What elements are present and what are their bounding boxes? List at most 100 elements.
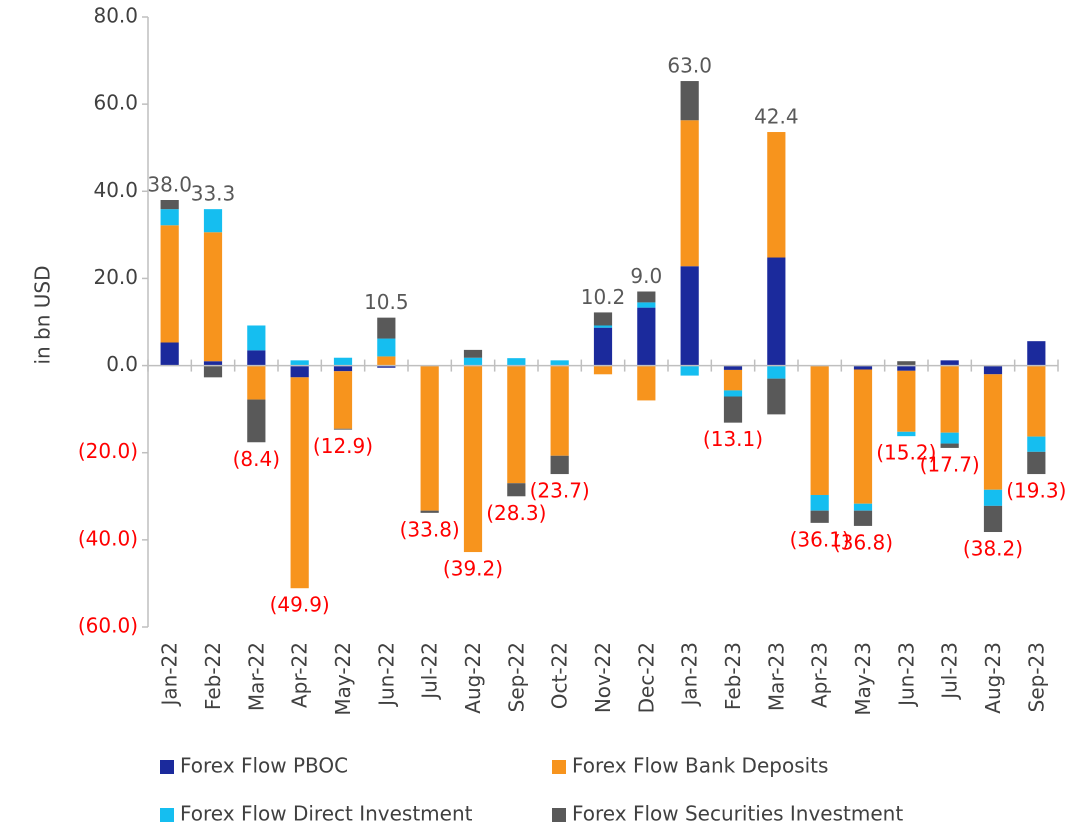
total-label: (36.8) xyxy=(833,530,893,554)
bar-segment xyxy=(723,365,743,370)
total-label: (8.4) xyxy=(233,447,280,471)
bar-segment xyxy=(853,510,873,526)
total-label: 38.0 xyxy=(147,173,192,197)
bar-segment xyxy=(593,327,613,366)
total-label: (23.7) xyxy=(530,479,590,503)
x-tick-label: Sep-22 xyxy=(504,642,528,712)
bar-segment xyxy=(637,365,656,401)
x-tick-label: Mar-23 xyxy=(764,642,788,711)
bar-segment xyxy=(983,365,1003,375)
y-tick-label: 80.0 xyxy=(93,4,138,28)
bar-segment xyxy=(203,365,223,378)
bar-segment xyxy=(767,132,786,258)
total-label: (49.9) xyxy=(270,593,330,617)
bar-segment xyxy=(767,257,786,366)
bar-segment xyxy=(637,291,656,303)
bar-segment xyxy=(1027,365,1046,437)
legend-swatch xyxy=(160,808,174,822)
bar-segment xyxy=(160,342,179,366)
total-label: (17.7) xyxy=(920,452,980,476)
x-tick-label: Feb-23 xyxy=(721,642,745,710)
legend-swatch xyxy=(160,760,174,774)
bar-segment xyxy=(550,455,569,475)
total-label: 9.0 xyxy=(630,264,662,288)
bar-segment xyxy=(507,366,526,484)
x-tick-label: Feb-22 xyxy=(201,642,225,710)
total-label: (19.3) xyxy=(1006,479,1066,503)
bar-segment xyxy=(593,325,613,328)
x-tick-label: Aug-23 xyxy=(981,642,1005,714)
y-tick-label: (40.0) xyxy=(78,526,138,550)
x-tick-label: Apr-23 xyxy=(808,642,832,708)
x-tick-label: Oct-22 xyxy=(548,642,572,709)
bar-segment xyxy=(810,365,829,495)
bar-segment xyxy=(377,338,396,357)
bar-segment xyxy=(680,120,699,267)
x-tick-label: Apr-22 xyxy=(288,642,312,708)
bar-segment xyxy=(290,365,309,378)
bar-segment xyxy=(550,360,569,366)
bar-segment xyxy=(593,365,613,375)
bar-segment xyxy=(680,81,699,121)
bar-segment xyxy=(377,317,396,339)
bar-segment xyxy=(897,361,916,366)
legend-label: Forex Flow Bank Deposits xyxy=(572,754,828,778)
bar-segment xyxy=(160,200,179,210)
x-tick-label: Mar-22 xyxy=(244,642,268,711)
y-tick-label: 0.0 xyxy=(106,352,138,376)
y-tick-label: 60.0 xyxy=(93,91,138,115)
bar-segment xyxy=(333,357,353,366)
bar-segment xyxy=(247,365,266,400)
bar-segment xyxy=(680,365,699,376)
x-tick-label: Jun-22 xyxy=(374,642,398,708)
bar-segment xyxy=(940,432,959,444)
bar-segment xyxy=(983,505,1003,533)
bar-segment xyxy=(463,365,483,553)
total-label: (33.8) xyxy=(400,517,460,541)
bar-segment xyxy=(247,399,266,443)
bar-segment xyxy=(333,365,353,372)
x-tick-label: May-22 xyxy=(331,642,355,716)
bar-segment xyxy=(377,356,396,366)
y-tick-label: 40.0 xyxy=(93,178,138,202)
bar-segment xyxy=(463,349,483,358)
x-tick-label: Jul-22 xyxy=(418,642,442,701)
bar-segment xyxy=(550,365,569,456)
bar-segment xyxy=(637,307,656,366)
y-tick-label: (20.0) xyxy=(78,439,138,463)
legend-label: Forex Flow PBOC xyxy=(180,754,348,778)
x-tick-label: Jan-23 xyxy=(678,642,702,708)
total-label: 42.4 xyxy=(754,105,799,129)
bar-segment xyxy=(247,350,266,366)
bar-segment xyxy=(897,365,916,371)
total-label: (15.2) xyxy=(876,441,936,465)
bar-segment xyxy=(723,390,743,397)
x-tick-label: Aug-22 xyxy=(461,642,485,714)
bar-segment xyxy=(593,312,613,326)
bar-segment xyxy=(203,209,223,233)
total-label: (28.3) xyxy=(486,501,546,525)
total-label: 10.2 xyxy=(581,285,626,309)
total-label: (36.1) xyxy=(790,527,850,551)
bar-segment xyxy=(203,232,223,362)
legend-label: Forex Flow Direct Investment xyxy=(180,802,473,826)
bar-segment xyxy=(983,489,1003,506)
bar-segment xyxy=(767,365,786,379)
bar-segment xyxy=(680,266,699,366)
x-tick-label: Jun-23 xyxy=(894,642,918,708)
bar-segment xyxy=(377,365,396,368)
bar-segment xyxy=(940,360,959,366)
bar-segment xyxy=(940,443,959,448)
bar-segment xyxy=(247,325,266,351)
x-tick-label: Sep-23 xyxy=(1024,642,1048,712)
bar-segment xyxy=(507,358,526,366)
y-tick-label: (60.0) xyxy=(78,614,138,638)
bar-segment xyxy=(810,494,829,511)
bar-segment xyxy=(723,396,743,423)
bar-segment xyxy=(897,370,916,432)
bar-segment xyxy=(810,510,829,523)
bar-segment xyxy=(853,369,873,504)
y-axis-label: in bn USD xyxy=(31,265,55,364)
legend-label: Forex Flow Securities Investment xyxy=(572,802,903,826)
